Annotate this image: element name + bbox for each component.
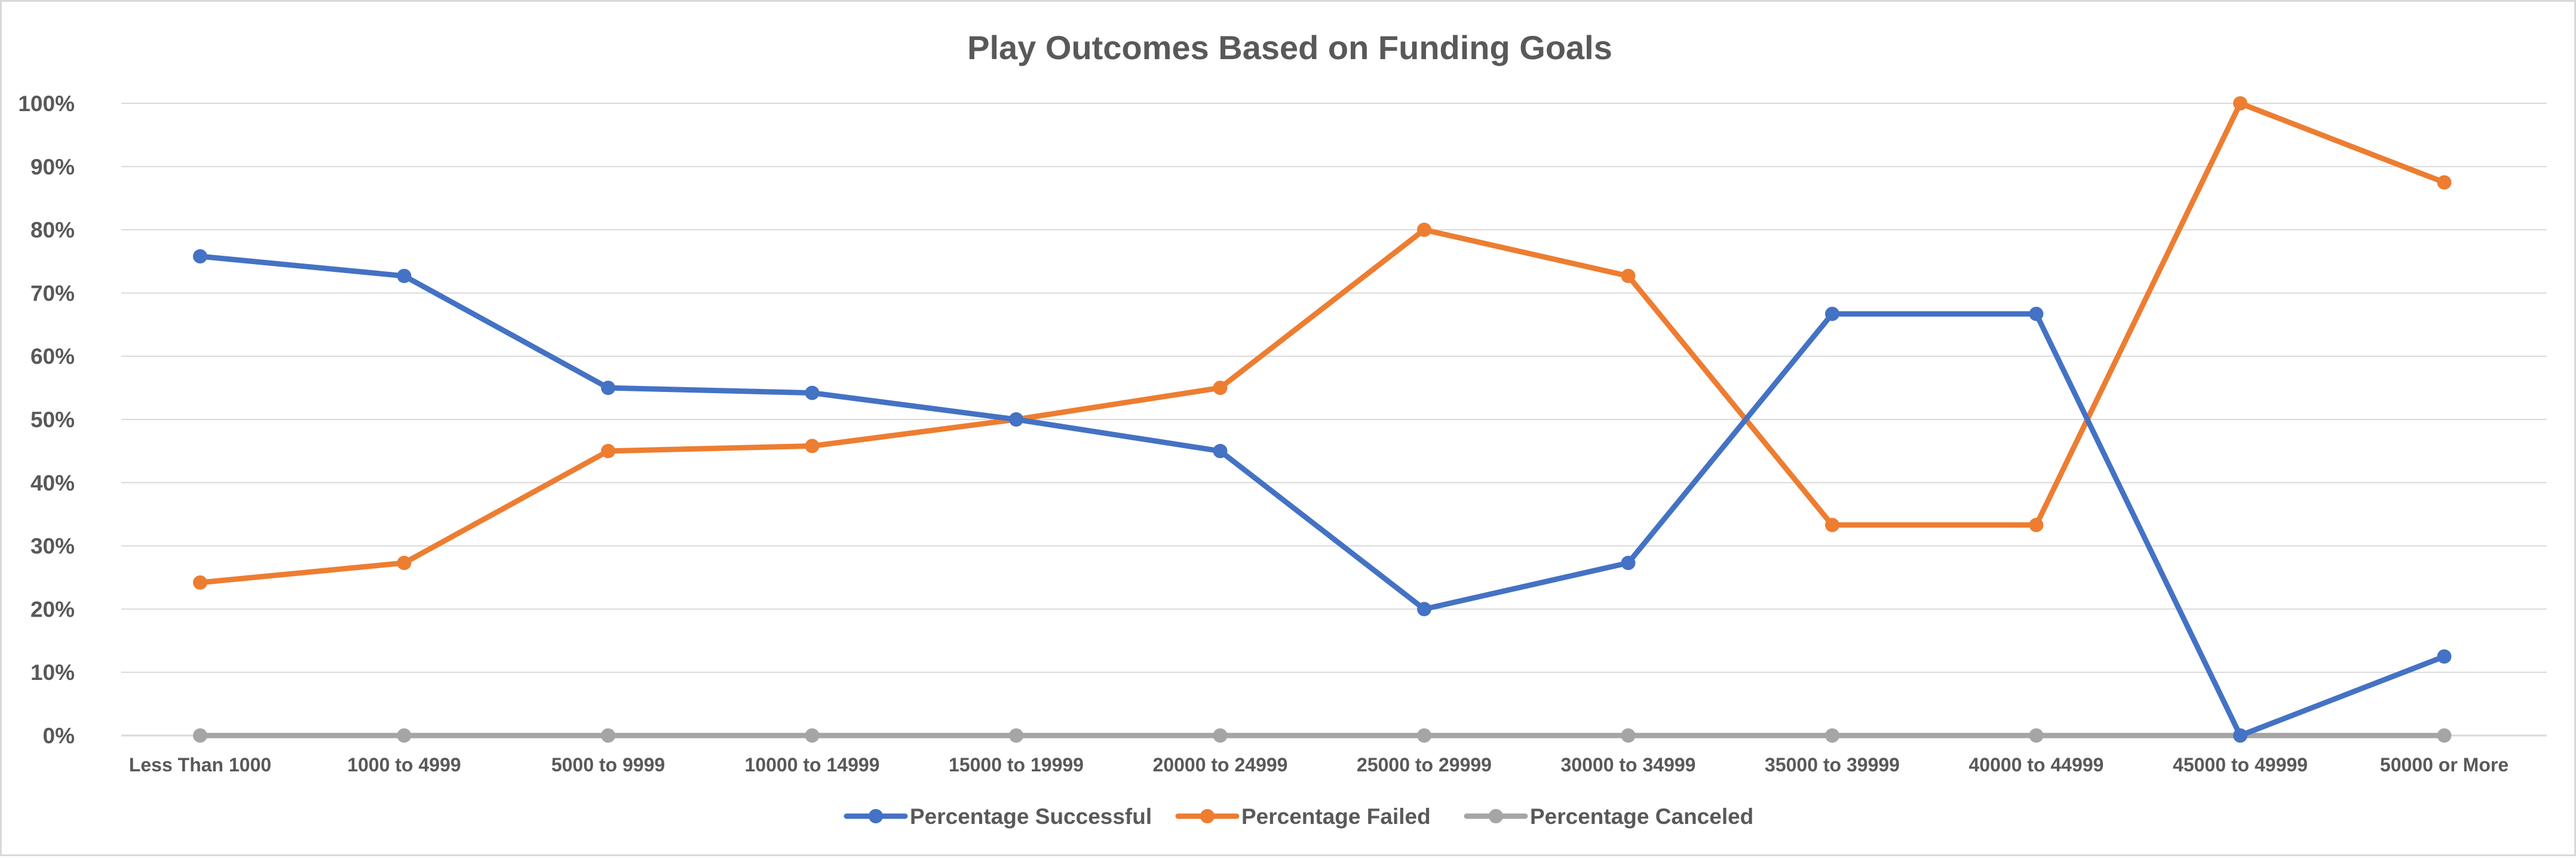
x-tick-label: 5000 to 9999 [551,754,665,776]
legend-label: Percentage Successful [910,804,1152,829]
y-tick-label: 10% [30,660,75,685]
legend: Percentage Successful Percentage Failed Pe… [844,804,1753,829]
data-point [1213,381,1228,396]
data-point [2029,728,2044,743]
y-tick-label: 0% [43,724,75,748]
series-percentage-canceled [193,728,2452,743]
x-tick-label: 1000 to 4999 [347,754,461,776]
data-point [805,439,820,453]
legend-item-percentage-successful: Percentage Successful [844,804,1152,829]
data-point [1009,412,1023,427]
y-tick-label: 40% [30,471,75,495]
x-tick-label: 30000 to 34999 [1561,754,1696,776]
data-point [397,268,412,283]
y-tick-label: 80% [30,218,75,243]
legend-marker [1200,809,1215,823]
data-point [1825,307,1839,321]
x-tick-label: 25000 to 29999 [1357,754,1492,776]
data-point [2029,517,2044,532]
data-point [397,556,412,571]
legend-label: Percentage Failed [1241,804,1431,829]
y-tick-label: 100% [18,91,75,116]
x-tick-label: 35000 to 39999 [1765,754,1900,776]
data-point [1825,728,1839,743]
y-axis-tick-labels: 0% 10% 20% 30% 40% 50% 60% 70% 80% 90% 100% [18,91,75,748]
data-point [1825,517,1839,532]
x-tick-label: 40000 to 44999 [1969,754,2104,776]
data-point [1417,728,1431,743]
data-point [601,443,615,458]
gridlines [121,103,2547,737]
data-point [2029,307,2044,321]
x-tick-label: 20000 to 24999 [1153,754,1288,776]
x-tick-label: 15000 to 19999 [949,754,1084,776]
x-axis-tick-labels: Less Than 1000 1000 to 4999 5000 to 9999 10… [129,754,2508,776]
data-point [2233,96,2247,111]
data-point [1621,728,1636,743]
data-point [2437,649,2452,664]
data-point [1621,268,1636,283]
legend-item-percentage-canceled: Percentage Canceled [1464,804,1753,829]
data-point [193,575,207,590]
series-lines [193,96,2452,743]
data-point [1213,728,1228,743]
data-point [2437,728,2452,743]
data-point [1417,222,1431,237]
data-point [193,249,207,264]
legend-item-percentage-failed: Percentage Failed [1175,804,1431,829]
data-point [1213,443,1228,458]
y-tick-label: 60% [30,344,75,369]
x-tick-label: 45000 to 49999 [2173,754,2308,776]
data-point [1417,602,1431,617]
data-point [193,728,207,743]
legend-marker [1489,809,1503,823]
data-point [601,381,615,396]
legend-label: Percentage Canceled [1530,804,1753,829]
x-tick-label: Less Than 1000 [129,754,271,776]
data-point [805,385,820,400]
data-point [805,728,820,743]
x-tick-label: 50000 or More [2380,754,2508,776]
x-tick-label: 10000 to 14999 [745,754,880,776]
y-tick-label: 90% [30,155,75,179]
chart-title: Play Outcomes Based on Funding Goals [967,29,1612,66]
data-point [1009,728,1023,743]
data-point [2437,175,2452,190]
series-line [197,253,2447,739]
legend-marker [869,809,883,823]
series-percentage-successful [193,249,2452,743]
data-point [2233,728,2247,743]
y-tick-label: 20% [30,597,75,621]
y-tick-label: 30% [30,534,75,559]
series-line [197,100,2447,586]
data-point [1621,556,1636,571]
y-tick-label: 50% [30,407,75,432]
data-point [397,728,412,743]
data-point [601,728,615,743]
y-tick-label: 70% [30,281,75,305]
